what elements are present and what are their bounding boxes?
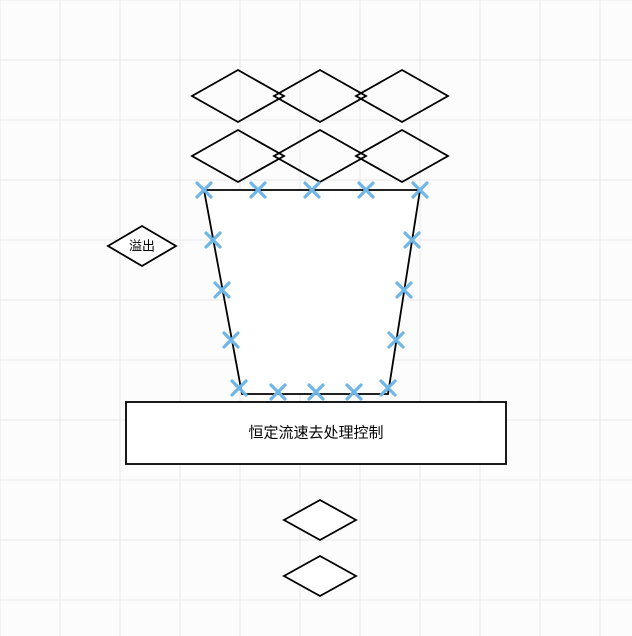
control-box-label: 恒定流速去处理控制 [248,425,383,442]
diagram-canvas: 溢出恒定流速去处理控制 [0,0,632,636]
funnel [204,190,420,394]
overflow-label: 溢出 [129,239,155,254]
